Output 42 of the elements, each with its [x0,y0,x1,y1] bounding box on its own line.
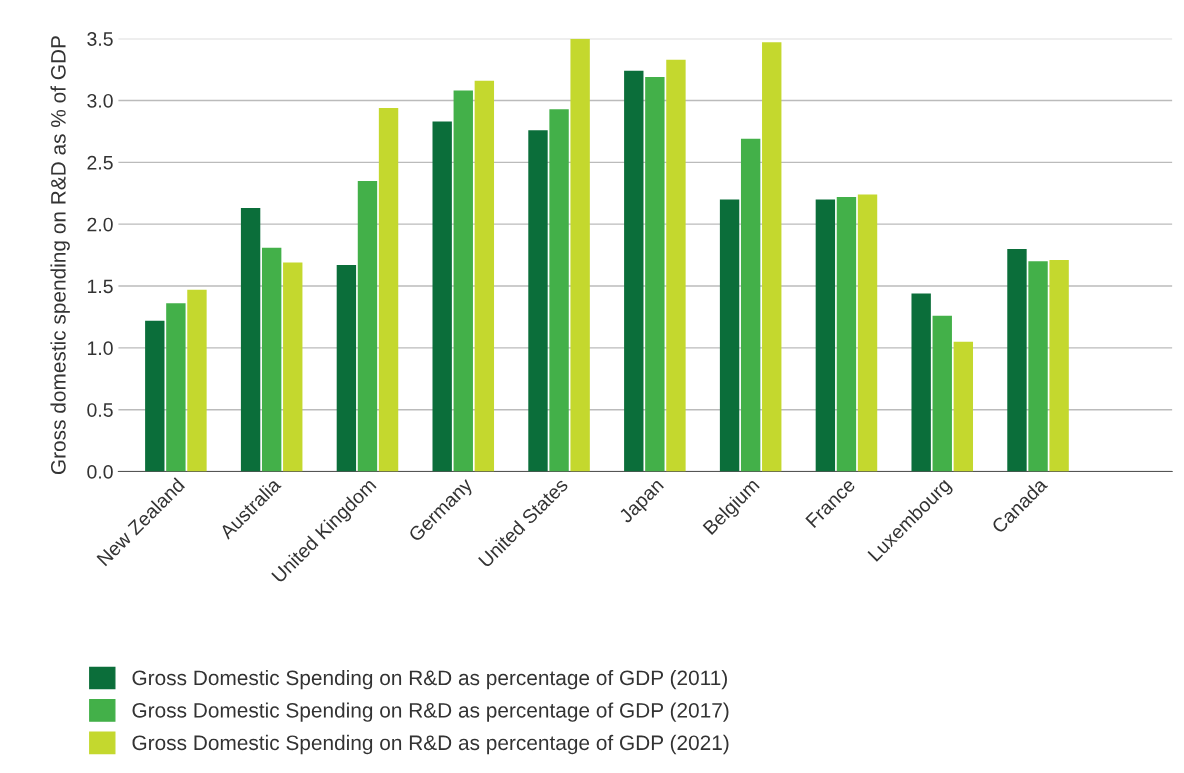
bar [528,130,548,472]
bar [166,303,186,472]
y-tick-label: 2.0 [87,217,113,232]
legend-label: Gross Domestic Spending on R&D as percentage of GDP (2011) [132,669,727,690]
bar [666,59,686,472]
bar [453,90,473,472]
bar [953,341,974,472]
bar [719,199,740,472]
bar [815,199,836,472]
bar [857,194,878,472]
bar [762,42,782,472]
legend-label: Gross Domestic Spending on R&D as percentage of GDP (2017) [132,702,729,722]
bar [570,38,590,472]
bar [432,121,452,472]
y-tick-label: 2.5 [87,155,113,170]
y-tick-label: 3.0 [87,93,113,108]
bar [474,80,495,472]
bar [357,180,378,472]
bar [740,138,761,472]
bar [1007,248,1027,472]
bar [283,262,303,472]
bar [624,70,644,472]
y-tick-label: 0.5 [87,403,113,417]
y-axis-title: Gross domestic spending on R&D as % of GDP [50,36,70,475]
bar [1028,261,1048,472]
bar [549,109,569,472]
bar [336,264,357,472]
bar [1049,260,1069,472]
bar [187,289,207,472]
bar [645,76,665,472]
legend-label: Gross Domestic Spending on R&D as percentage of GDP (2021) [132,734,729,755]
bar [932,315,952,472]
y-tick-label: 1.5 [87,279,113,294]
y-tick-label: 3.5 [87,32,113,46]
bar [145,320,165,472]
y-tick-label: 1.0 [87,341,113,356]
y-tick-label: 0.0 [87,465,113,479]
bar [261,247,282,472]
bar [240,208,261,472]
bar [836,196,857,472]
bar [378,107,399,472]
bar [911,293,931,472]
